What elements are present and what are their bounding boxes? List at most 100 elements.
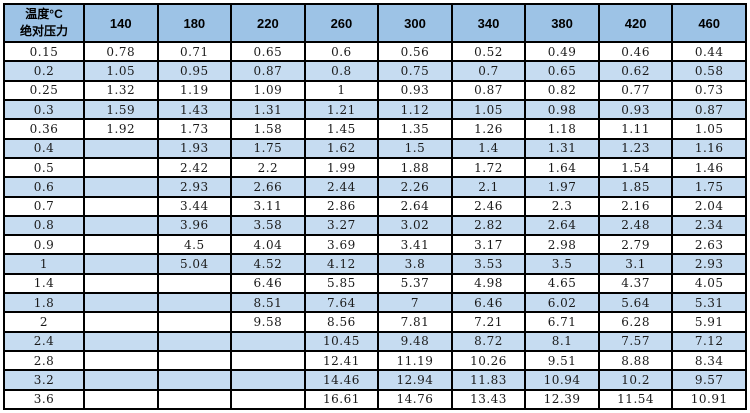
cell: 2.93	[671, 253, 747, 275]
cell: 2.26	[377, 176, 453, 198]
cell: 1.75	[230, 137, 306, 159]
cell: 2.42	[156, 156, 233, 179]
cell	[156, 349, 233, 372]
pressure-temperature-table: 温度°C 绝对压力 140 180 220 260 300 340 380 420 460 0.…	[3, 3, 747, 411]
cell: 1.23	[597, 137, 674, 159]
cell	[83, 214, 159, 237]
cell: 0.75	[377, 60, 453, 82]
cell: 1.4	[450, 137, 527, 159]
cell: 2.64	[524, 214, 600, 237]
cell: 3.27	[303, 214, 380, 237]
cell: 1.97	[524, 176, 600, 198]
cell: 1.85	[597, 176, 674, 198]
cell: 7.64	[303, 292, 380, 314]
cell: 6.46	[230, 272, 306, 295]
cell: 3.17	[450, 234, 527, 256]
cell: 1.59	[83, 98, 159, 121]
cell: 4.65	[524, 272, 600, 295]
cell: 2.64	[377, 195, 453, 217]
cell: 0.58	[671, 60, 747, 82]
cell: 5.04	[156, 253, 233, 275]
cell: 9.48	[377, 330, 453, 353]
cell: 8.88	[597, 349, 674, 372]
pressure-label: 0.3	[3, 98, 85, 121]
header-row: 温度°C 绝对压力 140 180 220 260 300 340 380 420 460	[3, 3, 747, 43]
cell: 14.46	[303, 369, 380, 391]
cell: 0.87	[450, 79, 527, 101]
cell	[156, 330, 233, 353]
cell: 1.58	[230, 118, 306, 140]
cell: 6.02	[524, 292, 600, 314]
cell: 3.5	[524, 253, 600, 275]
table-row: 0.36 1.92 1.73 1.58 1.45 1.35 1.26 1.18 1.11 1.05	[3, 118, 747, 140]
cell: 1.75	[671, 176, 747, 198]
cell: 6.46	[450, 292, 527, 314]
cell: 4.52	[230, 253, 306, 275]
corner-header: 温度°C 绝对压力	[3, 3, 85, 43]
cell: 5.91	[671, 311, 747, 333]
cell: 1.31	[230, 98, 306, 121]
table-body: 0.15 0.78 0.71 0.65 0.6 0.56 0.52 0.49 0.46 0.44 0…	[3, 40, 747, 411]
pressure-label: 1.4	[3, 272, 85, 295]
cell: 1.32	[83, 79, 159, 101]
cell: 2.46	[450, 195, 527, 217]
cell: 12.39	[524, 388, 600, 411]
cell: 2.63	[671, 234, 747, 256]
cell: 10.94	[524, 369, 600, 391]
cell: 4.04	[230, 234, 306, 256]
cell: 2.04	[671, 195, 747, 217]
cell: 1.99	[303, 156, 380, 179]
cell: 3.58	[230, 214, 306, 237]
table-row: 2.8 12.41 11.19 10.26 9.51 8.88 8.34	[3, 349, 747, 372]
table-header: 温度°C 绝对压力 140 180 220 260 300 340 380 420 460	[3, 3, 747, 43]
pressure-label: 1.8	[3, 292, 85, 314]
cell: 3.44	[156, 195, 233, 217]
cell: 2.34	[671, 214, 747, 237]
cell	[156, 369, 233, 391]
cell: 1.88	[377, 156, 453, 179]
pressure-label: 0.6	[3, 176, 85, 198]
cell: 0.87	[671, 98, 747, 121]
cell: 3.11	[230, 195, 306, 217]
cell: 1.72	[450, 156, 527, 179]
cell: 1.05	[671, 118, 747, 140]
cell: 3.53	[450, 253, 527, 275]
cell: 10.45	[303, 330, 380, 353]
table-row: 3.2 14.46 12.94 11.83 10.94 10.2 9.57	[3, 369, 747, 391]
cell: 1.43	[156, 98, 233, 121]
pressure-label: 0.7	[3, 195, 85, 217]
cell: 4.05	[671, 272, 747, 295]
cell: 8.34	[671, 349, 747, 372]
pressure-label: 0.25	[3, 79, 85, 101]
cell: 11.19	[377, 349, 453, 372]
cell: 1.11	[597, 118, 674, 140]
cell: 8.56	[303, 311, 380, 333]
cell: 0.95	[156, 60, 233, 82]
cell: 1.54	[597, 156, 674, 179]
cell	[83, 369, 159, 391]
cell	[230, 349, 306, 372]
cell: 0.71	[156, 40, 233, 63]
cell: 1.62	[303, 137, 380, 159]
cell: 10.2	[597, 369, 674, 391]
cell: 2.48	[597, 214, 674, 237]
cell	[83, 292, 159, 314]
cell: 0.93	[597, 98, 674, 121]
cell: 4.98	[450, 272, 527, 295]
cell: 0.7	[450, 60, 527, 82]
cell: 3.41	[377, 234, 453, 256]
cell: 1.16	[671, 137, 747, 159]
cell: 8.51	[230, 292, 306, 314]
cell: 12.94	[377, 369, 453, 391]
cell: 1.5	[377, 137, 453, 159]
table-row: 0.6 2.93 2.66 2.44 2.26 2.1 1.97 1.85 1.75	[3, 176, 747, 198]
cell: 1.26	[450, 118, 527, 140]
cell: 1.46	[671, 156, 747, 179]
cell: 2.1	[450, 176, 527, 198]
pressure-label: 2.4	[3, 330, 85, 353]
cell: 0.46	[597, 40, 674, 63]
cell: 0.65	[230, 40, 306, 63]
cell: 0.62	[597, 60, 674, 82]
table-row: 3.6 16.61 14.76 13.43 12.39 11.54 10.91	[3, 388, 747, 411]
cell: 8.1	[524, 330, 600, 353]
